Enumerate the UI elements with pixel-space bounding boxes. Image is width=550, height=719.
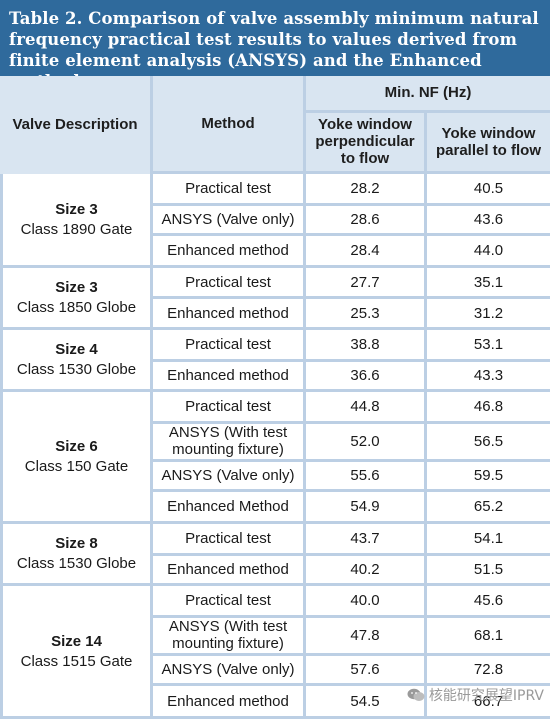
method-cell: Practical test — [150, 392, 303, 424]
valve-description-cell: Size 4 Class 1530 Globe — [0, 330, 150, 393]
valve-class: Class 1850 Globe — [16, 298, 137, 316]
parallel-value: 44.0 — [424, 236, 550, 268]
valve-description-cell: Size 6 Class 150 Gate — [0, 392, 150, 524]
perpendicular-value: 52.0 — [303, 423, 424, 462]
perpendicular-value: 40.0 — [303, 586, 424, 618]
parallel-value: 66.7 — [424, 686, 550, 719]
perpendicular-value: 57.6 — [303, 655, 424, 687]
parallel-value: 68.1 — [424, 617, 550, 656]
perpendicular-value: 40.2 — [303, 555, 424, 587]
method-cell: ANSYS (With test mounting fixture) — [150, 617, 303, 656]
table-row: Enhanced method 54.5 66.7 — [0, 686, 550, 719]
parallel-value: 54.1 — [424, 523, 550, 556]
perpendicular-value: 55.6 — [303, 461, 424, 493]
table-row: Size 6 Class 150 Gate Practical test 44.8 46… — [0, 392, 550, 524]
valve-class: Class 1515 Gate — [20, 652, 133, 670]
parallel-value: 46.8 — [424, 392, 550, 424]
valve-size: Size 14 — [51, 632, 102, 650]
method-cell: Enhanced method — [150, 236, 303, 268]
perpendicular-value: 44.8 — [303, 392, 424, 424]
table-row: Enhanced method 40.2 51.5 — [0, 555, 550, 587]
perpendicular-value: 54.5 — [303, 686, 424, 719]
perpendicular-value: 28.4 — [303, 236, 424, 268]
parallel-value: 53.1 — [424, 330, 550, 362]
watermark: 核能研究展望IPRV — [407, 685, 544, 705]
perpendicular-value: 43.7 — [303, 523, 424, 556]
table-row: ANSYS (With test mounting fixture) 47.8 68… — [0, 617, 550, 656]
method-cell: Enhanced Method — [150, 492, 303, 524]
valve-size: Size 3 — [55, 200, 98, 218]
valve-description-cell: Size 8 Class 1530 Globe — [0, 523, 150, 587]
perpendicular-value: 54.9 — [303, 492, 424, 524]
method-cell: Enhanced method — [150, 555, 303, 587]
table-row: ANSYS (With test mounting fixture) 52.0 56… — [0, 423, 550, 462]
valve-size: Size 6 — [55, 438, 98, 456]
method-cell: Practical test — [150, 330, 303, 362]
parallel-value: 59.5 — [424, 461, 550, 493]
method-cell: Enhanced method — [150, 686, 303, 719]
perpendicular-value: 38.8 — [303, 330, 424, 362]
valve-size: Size 8 — [55, 535, 98, 553]
header-min-nf: Min. NF (Hz) — [303, 76, 550, 113]
method-cell: Practical test — [150, 267, 303, 300]
wechat-icon — [407, 688, 425, 701]
valve-size: Size 4 — [55, 341, 98, 359]
method-cell: Practical test — [150, 173, 303, 206]
header-method: Method — [150, 76, 303, 174]
header-perpendicular: Yoke window perpendicular to flow — [303, 112, 424, 174]
valve-description-cell: Size 14 Class 1515 Gate — [0, 586, 150, 719]
table-row: Enhanced method 36.6 43.3 — [0, 361, 550, 393]
parallel-value: 40.5 — [424, 173, 550, 206]
table-row: Enhanced method 28.4 44.0 — [0, 236, 550, 268]
method-cell: Enhanced method — [150, 361, 303, 393]
perpendicular-value: 36.6 — [303, 361, 424, 393]
parallel-value: 72.8 — [424, 655, 550, 687]
table-row: Size 4 Class 1530 Globe Practical test 38.8… — [0, 330, 550, 393]
table-row: Size 3 Class 1890 Gate Practical test 28.2 4… — [0, 173, 550, 268]
method-cell: Enhanced method — [150, 299, 303, 331]
header-parallel: Yoke window parallel to flow — [424, 112, 550, 174]
perpendicular-value: 28.6 — [303, 205, 424, 237]
comparison-table: Valve Description Method Min. NF (Hz) Yo… — [0, 76, 550, 719]
table-caption: Table 2. Comparison of valve assembly mi… — [0, 0, 550, 91]
table-row: Enhanced Method 54.9 65.2 — [0, 492, 550, 524]
table-row: ANSYS (Valve only) 55.6 59.5 — [0, 461, 550, 493]
valve-class: Class 150 Gate — [24, 458, 129, 476]
parallel-value: 56.5 — [424, 423, 550, 462]
parallel-value: 31.2 — [424, 299, 550, 331]
header-valve-description: Valve Description — [0, 76, 150, 174]
method-cell: ANSYS (Valve only) — [150, 655, 303, 687]
perpendicular-value: 27.7 — [303, 267, 424, 300]
valve-class: Class 1530 Globe — [16, 555, 137, 573]
valve-class: Class 1890 Gate — [20, 220, 133, 238]
parallel-value: 43.3 — [424, 361, 550, 393]
table-row: Size 8 Class 1530 Globe Practical test 43.7… — [0, 523, 550, 587]
watermark-text: 核能研究展望IPRV — [428, 688, 544, 704]
method-cell: ANSYS (Valve only) — [150, 461, 303, 493]
method-cell: ANSYS (Valve only) — [150, 205, 303, 237]
table-row: Enhanced method 25.3 31.2 — [0, 299, 550, 331]
valve-class: Class 1530 Globe — [16, 361, 137, 379]
valve-description-cell: Size 3 Class 1850 Globe — [0, 267, 150, 331]
perpendicular-value: 28.2 — [303, 173, 424, 206]
parallel-value: 51.5 — [424, 555, 550, 587]
method-cell: Practical test — [150, 523, 303, 556]
parallel-value: 65.2 — [424, 492, 550, 524]
method-cell: Practical test — [150, 586, 303, 618]
valve-size: Size 3 — [55, 278, 98, 296]
table-row: Size 14 Class 1515 Gate Practical test 40.0… — [0, 586, 550, 719]
table-row: ANSYS (Valve only) 28.6 43.6 — [0, 205, 550, 237]
method-cell: ANSYS (With test mounting fixture) — [150, 423, 303, 462]
parallel-value: 43.6 — [424, 205, 550, 237]
perpendicular-value: 47.8 — [303, 617, 424, 656]
parallel-value: 45.6 — [424, 586, 550, 618]
table-row: ANSYS (Valve only) 57.6 72.8 — [0, 655, 550, 687]
valve-description-cell: Size 3 Class 1890 Gate — [0, 173, 150, 268]
table-row: Size 3 Class 1850 Globe Practical test 27.7… — [0, 267, 550, 331]
perpendicular-value: 25.3 — [303, 299, 424, 331]
parallel-value: 35.1 — [424, 267, 550, 300]
